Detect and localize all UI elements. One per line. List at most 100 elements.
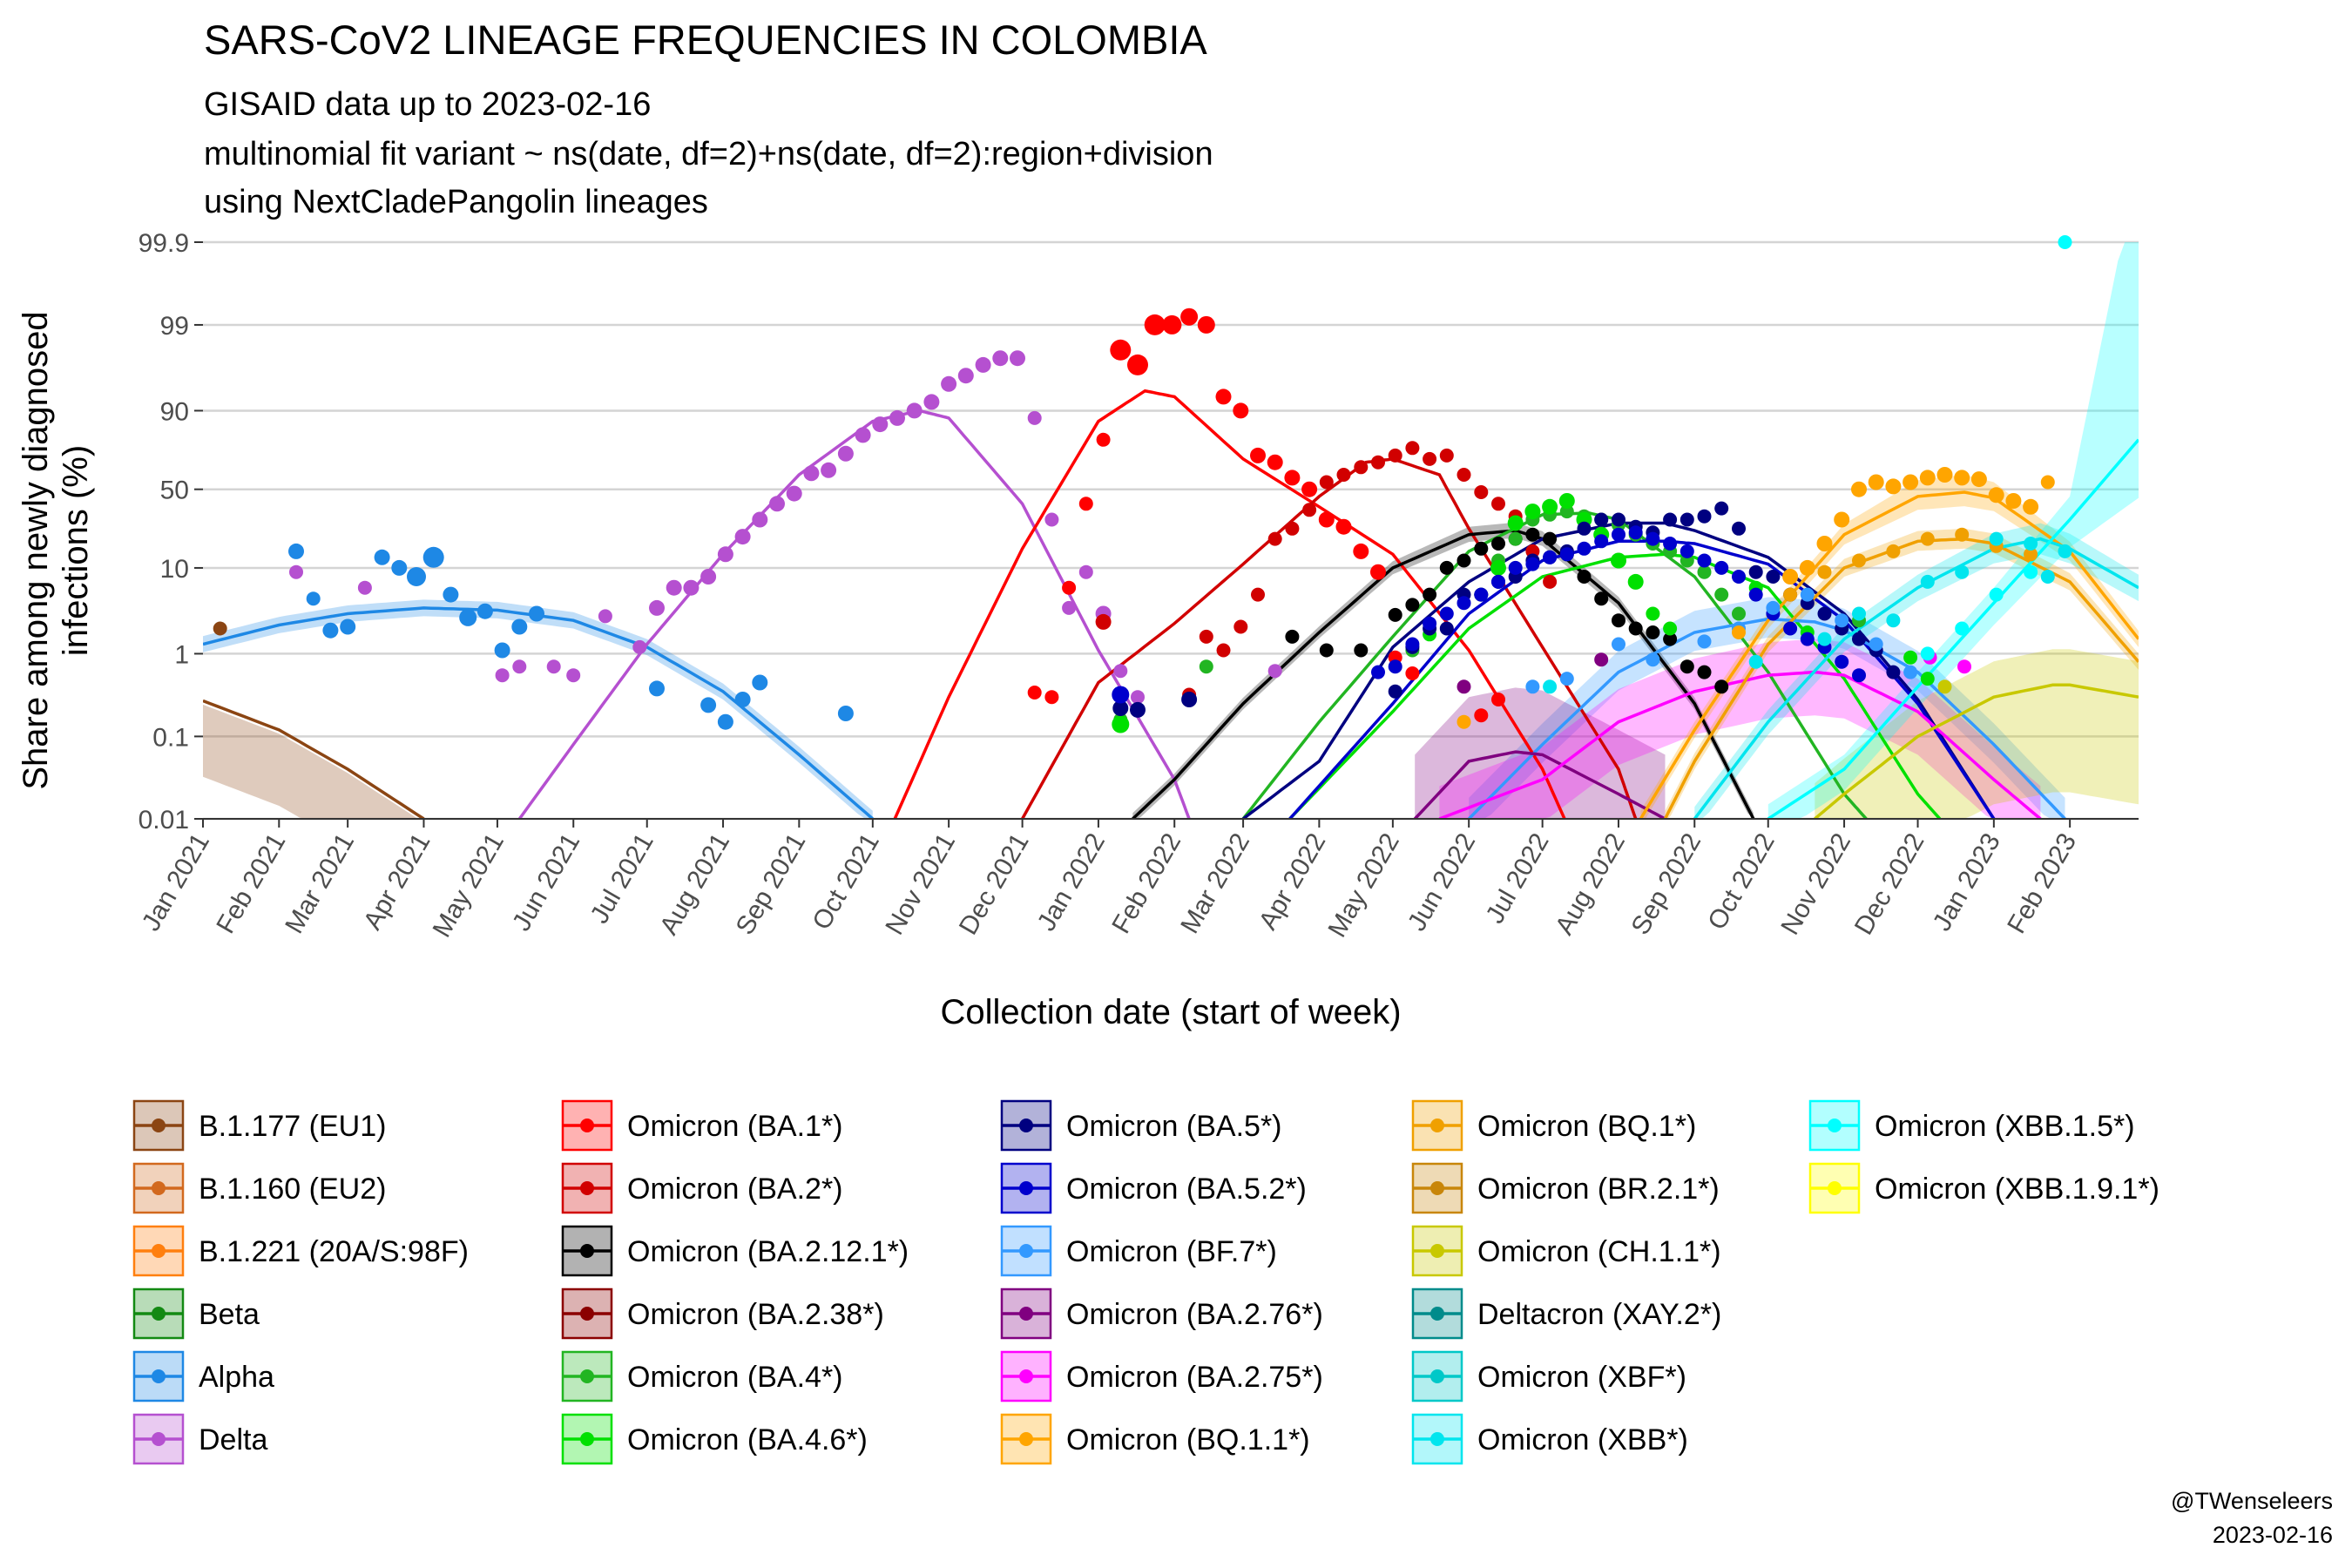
data-point-omicron-xbb: [2040, 570, 2055, 584]
data-point-omicron-bq-1: [1886, 544, 1901, 558]
y-tick-label: 0.1: [152, 723, 189, 752]
data-point-omicron-bq-1-1: [2023, 498, 2039, 515]
data-point-omicron-bq-1-1: [1903, 474, 1919, 490]
data-point-omicron-ba-2-76: [1594, 652, 1609, 667]
credit-date: 2023-02-16: [2213, 1522, 2333, 1548]
y-tick-label: 99.9: [139, 229, 189, 258]
legend-item-b-1-221-20a-s-98f: B.1.221 (20A/S:98F): [132, 1225, 469, 1277]
fit-line-omicron-bq-1-1: [1639, 490, 2139, 819]
data-point-delta: [821, 462, 837, 478]
data-point-omicron-ba-2-12-1: [1388, 607, 1402, 622]
data-point-omicron-ba-5: [1577, 521, 1592, 536]
data-point-delta: [289, 564, 303, 579]
ribbon-b-1-177-eu1: [203, 704, 424, 819]
legend-label: B.1.221 (20A/S:98F): [199, 1235, 469, 1268]
data-point-alpha: [529, 605, 544, 622]
legend-label: Omicron (BA.1*): [627, 1110, 843, 1143]
x-tick-label: Sep 2021: [731, 828, 812, 940]
data-point-omicron-ba-5: [1130, 701, 1146, 718]
data-point-delta: [752, 511, 768, 528]
legend-item-omicron-bf-7: Omicron (BF.7*): [1000, 1225, 1277, 1277]
data-point-delta: [941, 375, 957, 392]
legend-dot: [580, 1181, 594, 1195]
data-point-omicron-xbb-1-5: [2058, 235, 2072, 249]
ribbon-omicron-bf-7: [1469, 597, 2065, 819]
legend-label: Omicron (CH.1.1*): [1477, 1235, 1721, 1268]
legend-item-omicron-ba-2-12-1: Omicron (BA.2.12.1*): [561, 1225, 909, 1277]
data-point-omicron-ba-2-12-1: [1354, 643, 1369, 658]
fit-line-omicron-ba-2-12-1: [1132, 529, 1755, 819]
data-point-omicron-ba-5: [1714, 501, 1729, 516]
data-point-omicron-ba-5-2: [1594, 534, 1609, 549]
legend-label: Omicron (BA.4.6*): [627, 1423, 868, 1456]
data-point-omicron-ba-2-76: [1456, 679, 1471, 694]
data-point-omicron-ba-1: [1370, 564, 1386, 580]
data-point-omicron-ba-1: [1127, 354, 1148, 375]
data-point-omicron-ba-1: [1318, 511, 1335, 528]
data-point-omicron-ba-5-2: [1474, 587, 1489, 602]
data-point-omicron-ba-2-12-1: [1491, 537, 1505, 551]
x-tick-label: Apr 2022: [1254, 828, 1331, 935]
legend-item-deltacron-xay-2: Deltacron (XAY.2*): [1411, 1288, 1721, 1340]
data-point-omicron-bq-1-1: [1456, 714, 1471, 729]
data-point-omicron-bq-1: [1817, 564, 1832, 579]
x-tick-label: Nov 2021: [880, 828, 961, 940]
data-point-omicron-ba-5-2: [1732, 570, 1746, 584]
data-point-omicron-ba-2: [1474, 485, 1489, 499]
data-point-omicron-ba-2: [1439, 448, 1454, 463]
x-tick-label: May 2021: [428, 828, 510, 943]
data-point-omicron-ba-2-12-1: [1285, 629, 1300, 644]
data-point-delta: [1267, 664, 1282, 679]
data-point-delta: [734, 529, 751, 545]
data-point-omicron-ba-1: [1197, 315, 1215, 334]
legend-label: Omicron (BA.2.12.1*): [627, 1235, 909, 1268]
data-point-delta: [1131, 690, 1145, 705]
x-tick-label: Jan 2022: [1032, 828, 1111, 936]
chart-title: SARS-CoV2 LINEAGE FREQUENCIES IN COLOMBI…: [204, 17, 1207, 63]
data-point-omicron-ba-2-75: [1957, 659, 1971, 674]
data-point-omicron-ba-5: [1697, 509, 1712, 524]
data-point-omicron-ba-5-2: [1835, 654, 1849, 669]
x-tick-label: Feb 2022: [1106, 828, 1186, 938]
data-point-omicron-ba-5-2: [1456, 596, 1471, 611]
data-point-delta: [495, 668, 510, 683]
data-point-omicron-xbb-1-5: [1955, 621, 1970, 636]
data-point-delta: [1062, 600, 1077, 615]
legend: B.1.177 (EU1) B.1.160 (EU2) B.1.221 (20A/S…: [132, 1099, 2159, 1465]
data-point-omicron-ba-2: [1216, 643, 1231, 658]
data-point-omicron-ba-2-12-1: [1423, 587, 1437, 602]
data-point-delta: [769, 496, 785, 512]
x-tick-label: Jul 2021: [585, 828, 659, 929]
data-point-omicron-xbb: [1852, 606, 1866, 621]
x-tick-label: Feb 2021: [211, 828, 291, 938]
data-point-omicron-ba-1: [1096, 432, 1111, 447]
data-point-alpha: [511, 618, 528, 635]
data-point-alpha: [494, 642, 510, 659]
legend-dot: [1019, 1244, 1033, 1258]
data-point-omicron-ba-5-2: [1371, 665, 1385, 679]
legend-item-omicron-br-2-1: Omicron (BR.2.1*): [1411, 1162, 1720, 1214]
legend-label: Omicron (BQ.1*): [1477, 1110, 1696, 1143]
ribbon-omicron-xbb: [1694, 523, 2139, 819]
legend-dot: [1019, 1307, 1033, 1321]
data-point-omicron-ba-5: [1766, 570, 1781, 584]
data-point-omicron-ba-4-6: [1507, 515, 1524, 531]
data-point-omicron-bf-7: [1835, 613, 1849, 628]
data-point-omicron-ba-5-2: [1612, 527, 1625, 542]
data-point-omicron-ba-2-12-1: [1646, 625, 1660, 639]
legend-item-omicron-ch-1-1: Omicron (CH.1.1*): [1411, 1225, 1721, 1277]
data-point-delta: [923, 394, 940, 410]
data-point-omicron-ba-2: [1267, 531, 1282, 546]
data-point-omicron-bq-1-1: [1919, 470, 1936, 486]
data-point-omicron-ba-5-2: [1680, 544, 1694, 558]
y-tick-label: 0.01: [139, 806, 189, 835]
x-tick-label: Jan 2023: [1928, 828, 2006, 936]
data-point-omicron-ba-2: [1233, 619, 1248, 634]
data-point-omicron-ba-5-2: [1112, 686, 1130, 704]
legend-dot: [1019, 1181, 1033, 1195]
data-point-omicron-ba-2-12-1: [1456, 553, 1471, 568]
data-point-omicron-ba-2-12-1: [1594, 591, 1609, 606]
x-tick-label: Dec 2022: [1849, 828, 1930, 940]
data-point-omicron-ba-4-6: [1903, 650, 1918, 665]
data-point-omicron-ba-1: [1078, 497, 1093, 511]
